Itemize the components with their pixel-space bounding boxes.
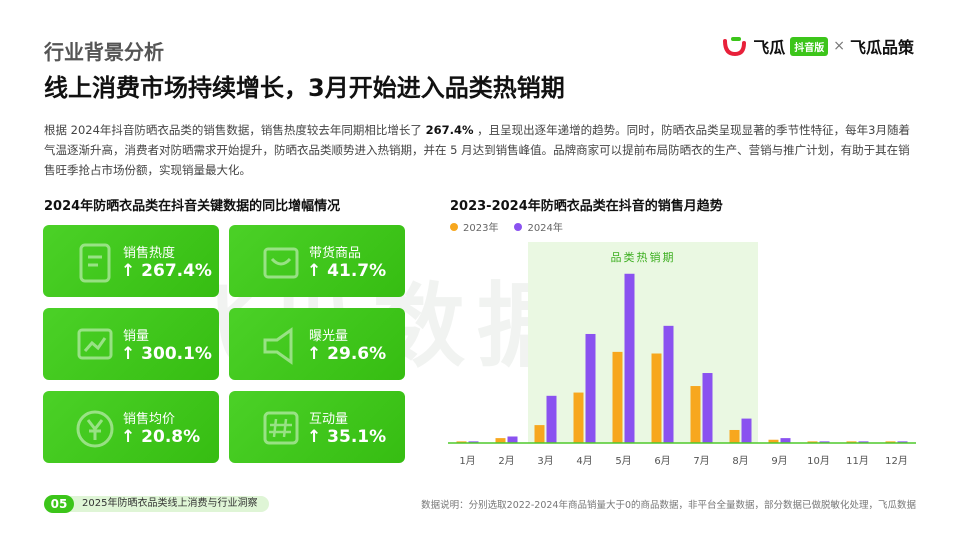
bar-2023-10	[807, 441, 818, 443]
metric-label: 销量	[123, 329, 150, 344]
sales-trend-chart: 品类热销期 1月 2月 3月 4月 5月 6月 7月 8月 9月 10月 11月 12月	[448, 242, 916, 467]
bar-2023-12	[885, 441, 896, 443]
hot-season-highlight	[528, 242, 758, 443]
yen-icon	[76, 410, 114, 448]
bar-2024-7	[702, 373, 713, 443]
bar-2023-7	[690, 386, 701, 443]
bar-2024-1	[468, 441, 479, 443]
brand-name-left: 飞瓜	[753, 38, 786, 57]
bar-2024-9	[780, 438, 791, 443]
brand-badge: 抖音版	[790, 36, 829, 56]
intro-text-2: ，且呈现出逐年递增的趋势。同时，防晒衣品类呈现显著的季节性特征，每年3月随着气温…	[44, 123, 910, 177]
x-axis-ticks: 1月 2月 3月 4月 5月 6月 7月 8月 9月 10月 11月 12月	[459, 455, 908, 467]
bar-2023-6	[651, 353, 662, 443]
legend-item-2024: 2024年	[514, 219, 563, 234]
bar-2023-8	[729, 429, 740, 443]
metric-value: ↑ 20.8%	[121, 427, 201, 447]
hashtag-icon	[263, 411, 299, 445]
metric-value: ↑ 29.6%	[307, 344, 387, 364]
sales-volume-icon	[77, 328, 113, 360]
bar-2024-12	[897, 441, 908, 443]
metric-card-exposure: 曝光量 ↑ 29.6%	[229, 308, 405, 380]
metric-value: ↑ 267.4%	[121, 261, 212, 281]
bar-2023-2	[495, 438, 506, 443]
bar-2024-2	[507, 436, 518, 443]
metric-label: 带货商品	[309, 246, 362, 261]
metric-card-sales-volume: 销量 ↑ 300.1%	[43, 308, 219, 380]
intro-text-1: 根据 2024年抖音防晒衣品类的销售数据，销售热度较去年同期相比增长了	[44, 123, 426, 137]
brand-separator: ×	[833, 38, 845, 54]
intro-paragraph: 根据 2024年抖音防晒衣品类的销售数据，销售热度较去年同期相比增长了 267.…	[44, 120, 916, 180]
chart-legend: 2023年 2024年	[450, 219, 563, 234]
x-tick-label: 2月	[498, 455, 514, 467]
bar-2023-4	[573, 392, 584, 443]
bar-2024-3	[546, 395, 557, 443]
bar-2023-5	[612, 351, 623, 443]
bar-group	[456, 273, 908, 443]
feigua-logo-icon	[723, 37, 747, 57]
legend-item-2023: 2023年	[450, 219, 498, 234]
product-icon	[263, 247, 299, 279]
hot-season-label: 品类热销期	[611, 250, 676, 264]
page-number-badge: 05	[44, 495, 74, 513]
x-tick-label: 11月	[846, 455, 869, 467]
bar-2023-9	[768, 439, 779, 443]
metric-card-sales-heat: 销售热度 ↑ 267.4%	[43, 225, 219, 297]
metric-label: 曝光量	[309, 329, 349, 344]
x-tick-label: 8月	[732, 455, 748, 467]
metric-card-interaction: 互动量 ↑ 35.1%	[229, 391, 405, 463]
legend-label: 2024年	[527, 223, 563, 234]
footer-report-name: 2025年防晒衣品类线上消费与行业洞察	[66, 496, 270, 512]
metric-value: ↑ 300.1%	[121, 344, 212, 364]
bar-2023-11	[846, 441, 857, 443]
x-tick-label: 9月	[771, 455, 787, 467]
bar-2024-10	[819, 441, 830, 443]
bar-2023-1	[456, 441, 467, 443]
bar-2023-3	[534, 425, 545, 443]
metric-value: ↑ 35.1%	[307, 427, 387, 447]
page-title: 线上消费市场持续增长，3月开始进入品类热销期	[44, 74, 565, 102]
legend-dot-2023	[450, 222, 458, 231]
x-tick-label: 7月	[693, 455, 709, 467]
metric-card-avg-price: 销售均价 ↑ 20.8%	[43, 391, 219, 463]
bar-2024-11	[858, 441, 869, 443]
metric-cards: 销售热度 ↑ 267.4% 带货商品 ↑ 41.7% 销量 ↑ 300.1% 曝…	[43, 225, 405, 463]
x-tick-label: 6月	[654, 455, 670, 467]
x-tick-label: 12月	[885, 455, 908, 467]
cards-title: 2024年防晒衣品类在抖音关键数据的同比增幅情况	[44, 199, 341, 214]
x-tick-label: 4月	[576, 455, 592, 467]
intro-highlight: 267.4%	[425, 123, 474, 137]
metric-card-products: 带货商品 ↑ 41.7%	[229, 225, 405, 297]
legend-label: 2023年	[463, 223, 499, 234]
x-tick-label: 10月	[807, 455, 830, 467]
metric-value: ↑ 41.7%	[307, 261, 387, 281]
brand-name-right: 飞瓜品策	[849, 38, 914, 57]
brand-logo-group: 飞瓜 抖音版 × 飞瓜品策	[722, 34, 914, 58]
x-tick-label: 1月	[459, 455, 475, 467]
sales-heat-icon	[79, 243, 111, 283]
metric-label: 互动量	[309, 412, 349, 427]
bar-2024-6	[663, 325, 674, 443]
data-note: 数据说明：分别选取2022-2024年商品销量大于0的商品数据，非平台全量数据，…	[421, 500, 916, 511]
metric-label: 销售均价	[123, 412, 176, 427]
megaphone-icon	[263, 327, 293, 365]
chart-title: 2023-2024年防晒衣品类在抖音的销售月趋势	[450, 199, 723, 214]
metric-label: 销售热度	[123, 246, 176, 261]
bar-2024-5	[624, 273, 635, 443]
bar-2024-4	[585, 333, 596, 443]
x-tick-label: 5月	[615, 455, 631, 467]
x-tick-label: 3月	[537, 455, 553, 467]
legend-dot-2024	[514, 222, 523, 231]
bar-2024-8	[741, 418, 752, 443]
section-label: 行业背景分析	[44, 40, 164, 64]
